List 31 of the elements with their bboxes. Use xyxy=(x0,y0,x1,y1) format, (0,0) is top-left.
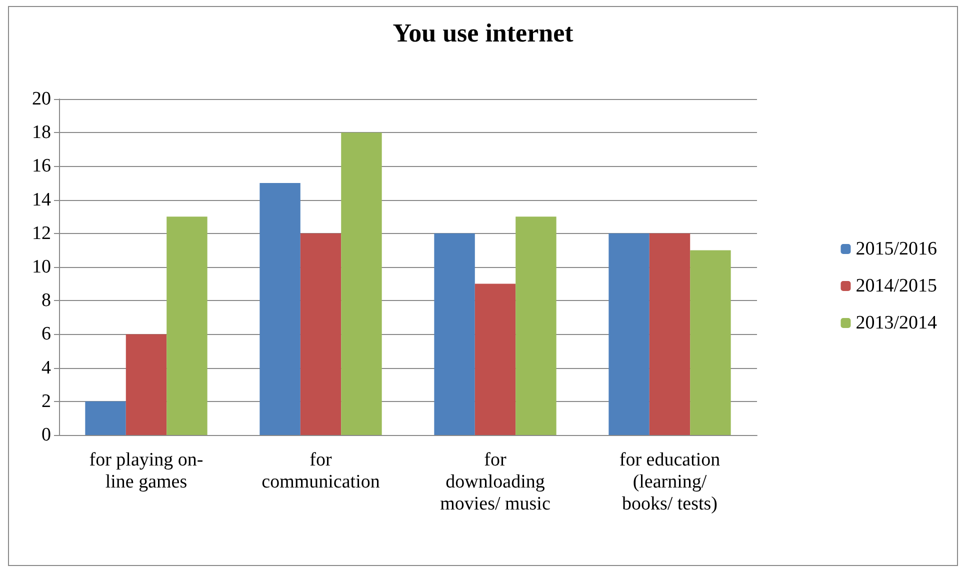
bar xyxy=(300,233,342,435)
bar xyxy=(166,216,208,435)
x-tick-label: for communication xyxy=(262,450,380,492)
y-tick-label: 8 xyxy=(42,290,51,312)
y-tick-label: 6 xyxy=(42,324,51,345)
bar xyxy=(608,233,650,435)
y-tick-label: 18 xyxy=(32,122,51,144)
x-tick-label: for downloading movies/ music xyxy=(440,450,550,514)
bar xyxy=(85,401,126,435)
legend-label: 2015/2016 xyxy=(856,238,937,260)
bar xyxy=(434,233,475,435)
bar xyxy=(690,250,731,435)
legend-label: 2013/2014 xyxy=(856,312,938,334)
y-tick-label: 0 xyxy=(42,424,51,446)
bar xyxy=(474,284,516,435)
bar xyxy=(126,334,167,435)
x-tick-label: for education (learning/ books/ tests) xyxy=(619,450,721,514)
x-tick-label: for playing on- line games xyxy=(89,450,204,492)
legend-label: 2014/2015 xyxy=(856,276,937,296)
y-tick-label: 12 xyxy=(32,222,51,244)
y-tick-label: 4 xyxy=(42,357,52,378)
y-tick-label: 14 xyxy=(32,189,52,210)
bar xyxy=(516,216,556,435)
bar xyxy=(649,233,690,435)
bar xyxy=(341,132,382,435)
bar xyxy=(260,183,300,435)
y-tick-label: 16 xyxy=(32,156,51,177)
y-tick-label: 20 xyxy=(32,88,51,110)
y-tick-label: 10 xyxy=(32,256,51,278)
y-tick-label: 2 xyxy=(42,390,51,412)
chart-title: You use internet xyxy=(392,18,574,48)
